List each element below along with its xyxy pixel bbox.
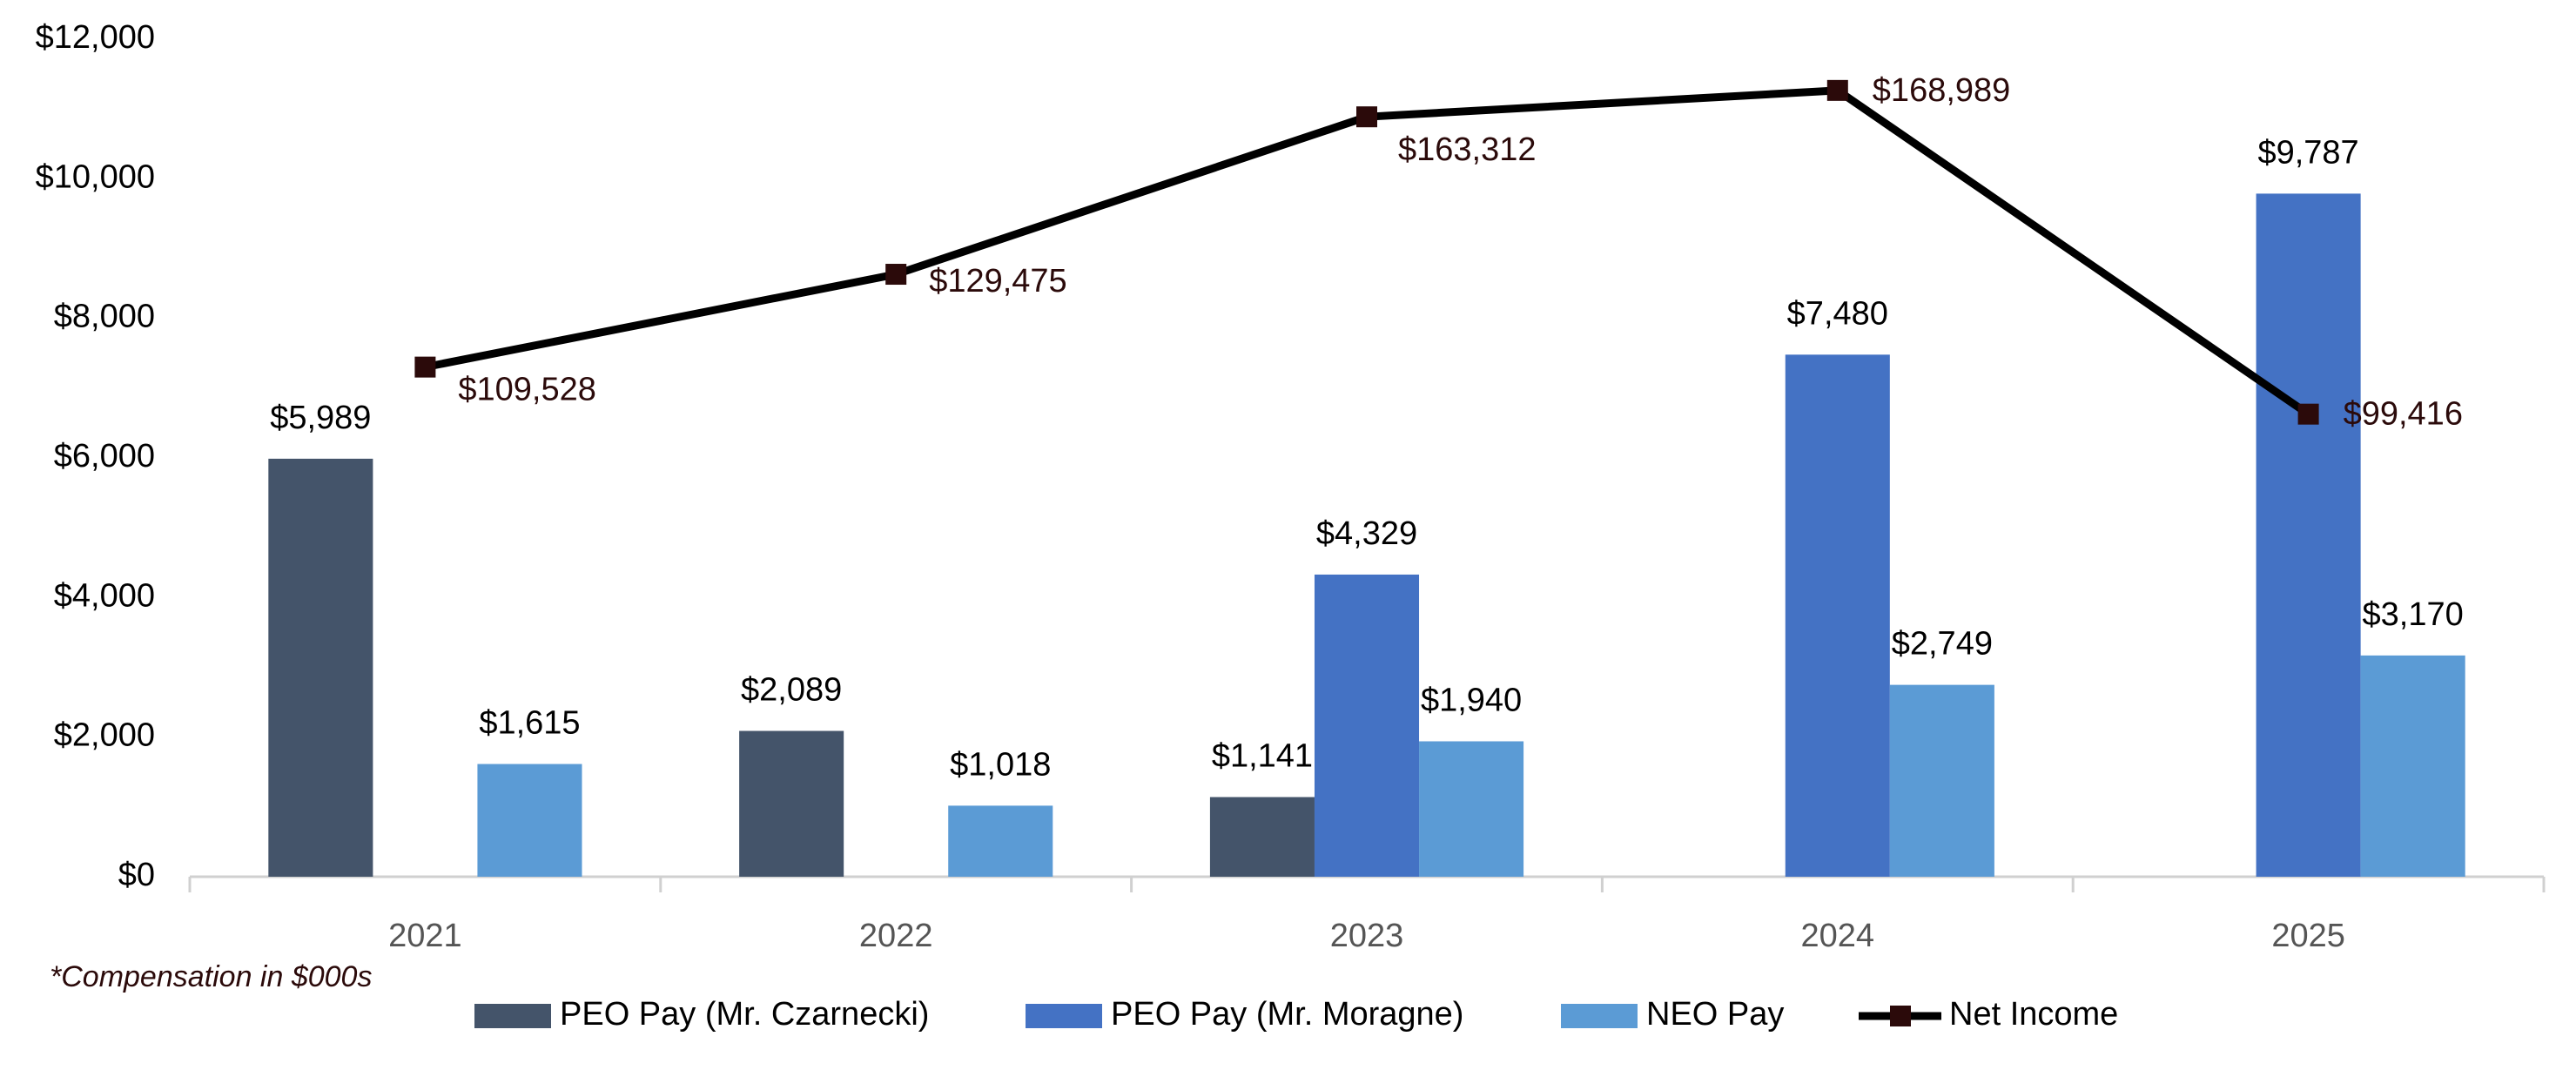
y-tick-label: $0 bbox=[118, 857, 155, 893]
legend-label: PEO Pay (Mr. Czarnecki) bbox=[560, 996, 929, 1033]
legend-label: NEO Pay bbox=[1646, 996, 1784, 1033]
legend-swatch bbox=[1561, 1004, 1638, 1028]
data-label: $4,329 bbox=[1316, 515, 1417, 552]
line-marker bbox=[1356, 106, 1377, 128]
data-label: $129,475 bbox=[929, 263, 1067, 299]
legend-swatch bbox=[1890, 1006, 1911, 1026]
y-tick-label: $6,000 bbox=[54, 438, 155, 474]
data-label: $5,989 bbox=[270, 400, 371, 436]
bar bbox=[268, 458, 373, 877]
y-tick-label: $2,000 bbox=[54, 717, 155, 754]
legend-swatch bbox=[474, 1004, 551, 1028]
data-label: $1,141 bbox=[1212, 738, 1313, 775]
legend-label: Net Income bbox=[1949, 996, 2118, 1033]
bar bbox=[2360, 655, 2465, 877]
x-tick-label: 2023 bbox=[1330, 918, 1404, 954]
y-tick-label: $4,000 bbox=[54, 577, 155, 614]
y-tick-label: $12,000 bbox=[36, 19, 155, 56]
x-tick-label: 2022 bbox=[859, 918, 933, 954]
legend-swatch bbox=[1026, 1004, 1102, 1028]
line-marker bbox=[2297, 403, 2319, 425]
footnote: *Compensation in $000s bbox=[50, 960, 372, 993]
y-tick-label: $8,000 bbox=[54, 299, 155, 335]
line-marker bbox=[414, 356, 436, 378]
data-label: $163,312 bbox=[1398, 131, 1537, 168]
data-label: $2,749 bbox=[1892, 626, 1993, 663]
x-tick-label: 2025 bbox=[2271, 918, 2345, 954]
data-label: $9,787 bbox=[2257, 134, 2358, 171]
line-marker bbox=[1826, 79, 1848, 101]
x-tick-label: 2021 bbox=[388, 918, 462, 954]
x-tick-label: 2024 bbox=[1801, 918, 1875, 954]
data-label: $7,480 bbox=[1787, 295, 1888, 332]
bar bbox=[1209, 797, 1315, 877]
line bbox=[424, 86, 2311, 418]
data-label: $1,615 bbox=[479, 705, 580, 742]
data-label: $1,940 bbox=[1421, 683, 1522, 719]
bar bbox=[1889, 684, 1994, 877]
data-label: $1,018 bbox=[950, 746, 1051, 783]
legend-label: PEO Pay (Mr. Moragne) bbox=[1111, 996, 1463, 1033]
bar bbox=[2256, 193, 2361, 878]
data-label: $168,989 bbox=[1873, 72, 2011, 109]
bar bbox=[739, 730, 844, 877]
data-label: $109,528 bbox=[458, 372, 596, 408]
data-label: $99,416 bbox=[2344, 396, 2463, 433]
bar bbox=[1419, 741, 1524, 877]
bar bbox=[948, 805, 1053, 877]
bar bbox=[477, 764, 582, 877]
data-label: $2,089 bbox=[741, 672, 842, 709]
y-tick-label: $10,000 bbox=[36, 158, 155, 195]
bar bbox=[1785, 354, 1890, 877]
data-label: $3,170 bbox=[2363, 596, 2464, 633]
bar bbox=[1314, 574, 1420, 877]
line-marker bbox=[885, 264, 907, 286]
